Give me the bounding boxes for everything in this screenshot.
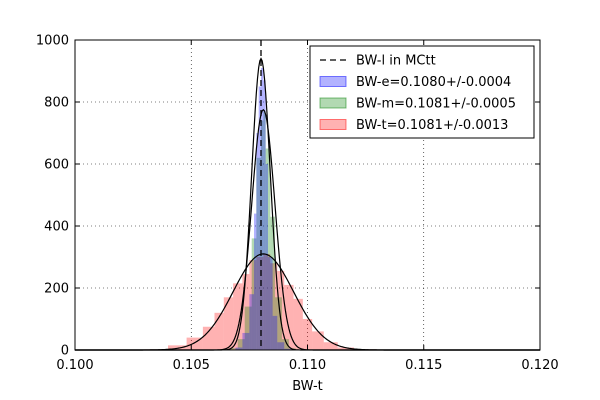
histogram-bar <box>265 164 268 350</box>
histogram-bar <box>258 86 261 350</box>
x-axis-label: BW-t <box>292 379 323 394</box>
histogram-bar <box>263 253 271 350</box>
histogram-bar <box>235 347 243 350</box>
x-tick-label: 0.105 <box>173 358 210 373</box>
histogram-bar <box>277 342 285 350</box>
histogram-bar <box>256 133 259 350</box>
y-tick-label: 0 <box>61 344 69 359</box>
histogram-bar <box>263 80 266 351</box>
histogram-bar <box>249 294 255 350</box>
histogram-bar <box>274 297 282 350</box>
histogram-bar <box>323 342 338 350</box>
x-tick-label: 0.120 <box>521 358 558 373</box>
histogram-bar <box>267 257 273 350</box>
histogram-bar <box>254 213 257 350</box>
histogram-bar <box>261 120 264 350</box>
axis-ticks <box>74 39 541 351</box>
histogram-bars <box>144 67 378 351</box>
histogram-bar <box>249 260 257 350</box>
histogram-bar <box>223 297 234 350</box>
histogram-bar <box>251 238 257 350</box>
histogram-bar <box>237 339 245 350</box>
y-tick-label: 400 <box>44 220 69 235</box>
histogram-bar <box>337 347 354 350</box>
x-tick-label: 0.110 <box>289 358 326 373</box>
x-tick-labels: 0.100 0.105 0.110 0.115 0.120 <box>56 358 558 373</box>
legend-label: BW-m=0.1081+/-0.0005 <box>356 97 516 112</box>
histogram-bar <box>214 312 224 350</box>
histogram-bar <box>270 263 278 350</box>
histogram-bar <box>277 270 285 350</box>
legend-label-reference: BW-l in MCtt <box>356 54 436 69</box>
histogram-bar <box>302 319 313 350</box>
histogram-bar <box>284 348 292 350</box>
x-tick-label: 0.100 <box>56 358 93 373</box>
legend-label: BW-t=0.1081+/-0.0013 <box>356 118 508 133</box>
legend-box <box>309 45 535 139</box>
legend-swatch <box>319 76 347 87</box>
histogram-bar <box>168 345 187 350</box>
histogram-bar <box>270 216 275 350</box>
y-tick-label: 800 <box>44 96 69 111</box>
y-tick-label: 1000 <box>36 34 69 49</box>
legend-label: BW-e=0.1080+/-0.0004 <box>356 75 511 90</box>
histogram-bar <box>312 331 324 350</box>
legend: BW-l in MCtt BW-e=0.1080+/-0.0004 BW-m=0.1… <box>309 45 535 139</box>
histogram-bar <box>293 298 303 350</box>
histogram-bar <box>281 339 289 350</box>
histogram-bar <box>263 111 266 350</box>
histogram-bar <box>265 148 271 350</box>
y-tick-label: 200 <box>44 282 69 297</box>
legend-swatch <box>319 119 347 130</box>
legend-swatch <box>319 97 347 109</box>
x-tick-label: 0.115 <box>405 358 442 373</box>
histogram-bar <box>242 274 250 350</box>
histogram-bar <box>233 283 243 350</box>
histogram-bar <box>261 67 264 351</box>
histogram-bar <box>230 348 238 350</box>
y-tick-labels: 0 200 400 600 800 1000 <box>36 34 69 359</box>
histogram-bar <box>272 315 278 350</box>
histogram-bar <box>284 284 294 350</box>
histogram-bar <box>202 326 215 350</box>
histogram-bar <box>256 257 264 350</box>
histogram-bar <box>244 306 252 350</box>
y-tick-label: 600 <box>44 158 69 173</box>
histogram-bar <box>256 157 261 350</box>
histogram-bar <box>242 332 250 350</box>
